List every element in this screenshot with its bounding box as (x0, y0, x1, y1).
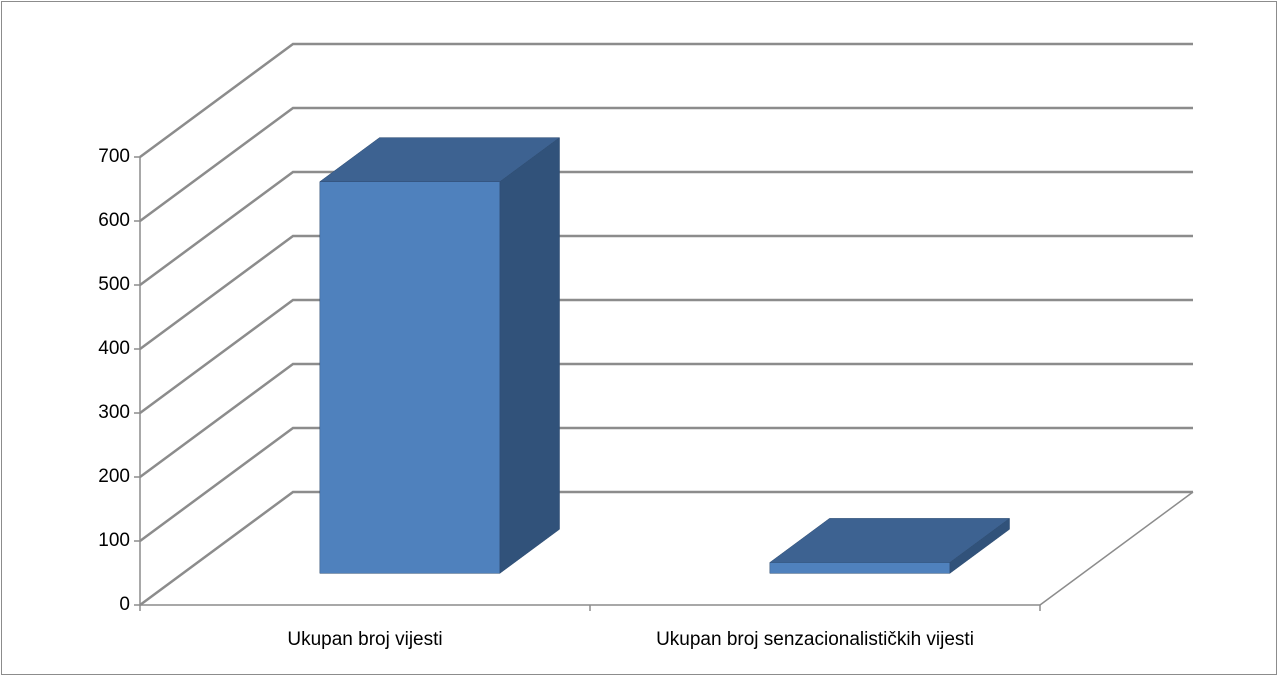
y-tick-label: 500 (98, 274, 130, 295)
grid-line (139, 234, 1193, 351)
bar-side (499, 137, 560, 574)
grid-line (139, 362, 1193, 479)
grid-line (139, 106, 1193, 223)
y-tick-label: 400 (98, 338, 130, 359)
y-tick-label: 0 (119, 594, 130, 615)
y-tick-label: 600 (98, 210, 130, 231)
bar-front (319, 181, 501, 574)
y-tick-label: 200 (98, 466, 130, 487)
bar-front (769, 562, 951, 574)
y-tick-label: 700 (98, 146, 130, 167)
grid-line (139, 490, 1193, 607)
grid-line (139, 42, 1193, 159)
floor-edge (1039, 491, 1194, 606)
bar (769, 517, 1011, 574)
grid-line (139, 170, 1193, 287)
y-tick-label: 300 (98, 402, 130, 423)
x-tick-label: Ukupan broj senzacionalističkih vijesti (656, 629, 974, 650)
grid-line (139, 298, 1193, 415)
bar (319, 137, 561, 574)
x-tick-label: Ukupan broj vijesti (287, 629, 442, 650)
grid-line (139, 426, 1193, 543)
y-tick-label: 100 (98, 530, 130, 551)
